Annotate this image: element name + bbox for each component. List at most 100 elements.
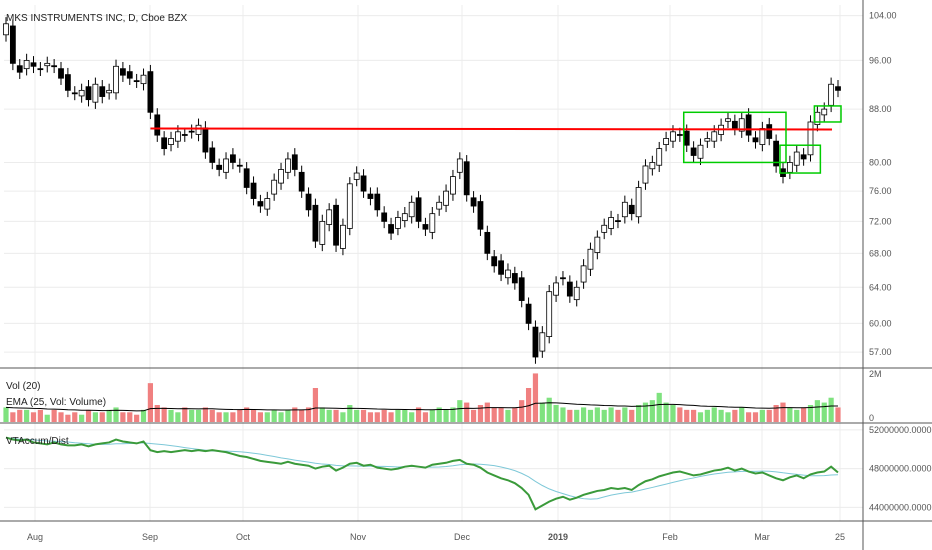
candle [312, 198, 319, 248]
volume-bar [622, 407, 628, 422]
candle-body-up [573, 286, 580, 301]
volume-bar [532, 373, 539, 422]
candle-body-up [353, 172, 360, 180]
candle [807, 115, 814, 162]
candle [133, 73, 140, 88]
volume-bar [704, 409, 710, 422]
candle-body-down [628, 204, 635, 215]
volume-bar [65, 414, 71, 422]
volume-bar [484, 402, 490, 422]
candle [44, 56, 51, 73]
volume-bar [608, 407, 614, 422]
candle-body-down [119, 68, 126, 76]
candle [195, 118, 202, 142]
volume-bar [464, 402, 470, 422]
time-tick-label: Sep [142, 532, 158, 542]
candle [230, 148, 236, 170]
candle [51, 59, 58, 74]
candle-body-down [422, 224, 429, 230]
price-pane[interactable] [3, 17, 842, 364]
candle [656, 141, 663, 172]
candle [291, 148, 298, 177]
candle-body-down [560, 277, 566, 280]
accum-pane[interactable] [5, 436, 839, 511]
candle [786, 155, 793, 180]
time-tick-label: Dec [454, 532, 471, 542]
volume-bar [175, 412, 181, 422]
time-tick-label: 25 [835, 532, 845, 542]
consolidation-box [682, 111, 787, 164]
candle [580, 259, 587, 289]
candle [16, 59, 23, 79]
volume-bar [656, 392, 662, 422]
candle [642, 159, 649, 190]
candle-body-down [161, 137, 168, 150]
candle-body-up [395, 217, 401, 229]
candle [518, 271, 525, 308]
candle [401, 206, 408, 228]
volume-bar [512, 407, 518, 422]
candle-body-up [587, 248, 594, 270]
candle-body-down [126, 71, 133, 79]
volume-bar [567, 409, 573, 422]
candle [161, 131, 168, 156]
candle-body-down [202, 127, 209, 153]
candle-body-down [766, 124, 773, 139]
candle [278, 162, 284, 190]
volume-bar [299, 409, 305, 422]
volume-bar [560, 407, 566, 422]
volume-bar [168, 409, 174, 422]
time-tick-label: Mar [754, 532, 770, 542]
candle-body-up [3, 23, 9, 36]
candle [759, 121, 766, 152]
candle-body-up [443, 190, 449, 206]
candle-body-down [99, 86, 106, 97]
candle-body-up [436, 201, 443, 210]
volume-bar [340, 412, 346, 422]
volume-bar [147, 383, 153, 422]
volume-bar [195, 409, 202, 422]
candle [615, 213, 621, 229]
volume-bar [697, 412, 704, 422]
candle-body-down [298, 171, 305, 192]
candle [511, 266, 518, 290]
candle [793, 145, 800, 172]
candle [353, 166, 360, 187]
volume-bar [388, 412, 394, 422]
candle [635, 180, 642, 224]
volume-bar [739, 407, 745, 422]
volume-bar [780, 402, 786, 422]
price-tick-label: 80.00 [869, 157, 892, 167]
candle-body-down [683, 130, 690, 146]
price-tick-label: 68.00 [869, 248, 892, 258]
candle-body-down [154, 114, 161, 136]
candle [374, 187, 381, 217]
candle-body-down [236, 164, 243, 167]
volume-pane[interactable] [3, 373, 841, 422]
candle [168, 131, 174, 152]
price-tick-label: 64.00 [869, 282, 892, 292]
candle [243, 162, 250, 195]
candle-body-down [367, 193, 374, 199]
candle [725, 112, 731, 129]
candle [573, 280, 580, 307]
candle [360, 169, 367, 198]
volume-bar [44, 414, 50, 422]
time-axis: Aug Sep Oct Nov Dec 2019 Feb Mar 25 [27, 532, 845, 542]
volume-bar [347, 405, 353, 422]
candle-body-down [9, 25, 16, 64]
candle-body-up [635, 187, 642, 218]
candle [477, 194, 484, 236]
volume-bar [161, 407, 167, 422]
chart-title: MKS INSTRUMENTS INC, D, Cboe BZX [6, 13, 187, 24]
volume-bar [594, 407, 600, 422]
volume-bar [436, 407, 442, 422]
volume-bar [773, 405, 779, 422]
volume-bar [402, 409, 408, 422]
candle [140, 68, 147, 91]
volume-bar [202, 407, 209, 422]
candle [587, 242, 594, 276]
candle-body-up [553, 282, 559, 296]
